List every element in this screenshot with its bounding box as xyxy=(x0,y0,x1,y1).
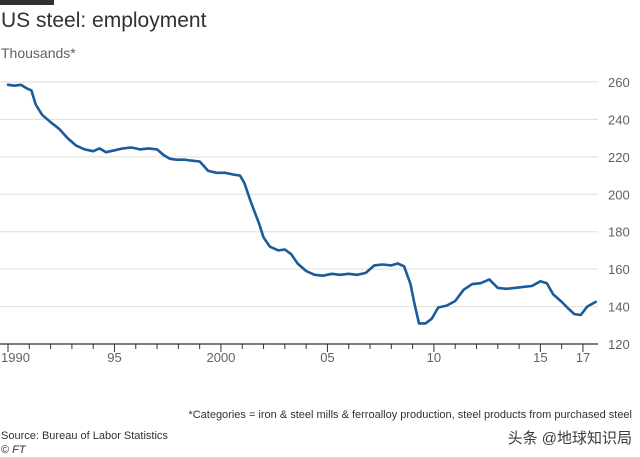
y-tick-label-220: 220 xyxy=(608,150,630,165)
watermark: 头条 @地球知识局 xyxy=(507,430,632,447)
x-tick-label-2000: 2000 xyxy=(206,350,235,365)
x-tick-label-1995: 95 xyxy=(107,350,121,365)
y-tick-label-240: 240 xyxy=(608,112,630,127)
copyright-credit: © FT xyxy=(1,444,26,456)
y-tick-label-160: 160 xyxy=(608,262,630,277)
y-tick-label-200: 200 xyxy=(608,187,630,202)
y-tick-label-140: 140 xyxy=(608,300,630,315)
employment-line-chart: 1990 95 2000 05 10 15 17 120 140 160 180 200 220 240… xyxy=(0,75,630,365)
x-tick-label-2005: 05 xyxy=(320,350,334,365)
ft-brand: FT xyxy=(12,444,26,456)
y-tick-label-260: 260 xyxy=(608,75,630,90)
copyright-symbol: © xyxy=(1,444,10,456)
header-rule xyxy=(0,0,54,5)
y-tick-label-120: 120 xyxy=(608,337,630,352)
x-axis: 1990 95 2000 05 10 15 17 xyxy=(0,343,598,365)
y-tick-label-180: 180 xyxy=(608,225,630,240)
chart-title: US steel: employment xyxy=(1,9,207,32)
y-axis-unit-label: Thousands* xyxy=(1,45,76,61)
x-tick-label-2017: 17 xyxy=(576,350,590,365)
footnote: *Categories = iron & steel mills & ferro… xyxy=(188,409,632,421)
x-tick-label-2015: 15 xyxy=(533,350,547,365)
gridlines xyxy=(0,81,598,308)
x-tick-label-1990: 1990 xyxy=(1,350,30,365)
y-axis-tick-labels: 120 140 160 180 200 220 240 260 xyxy=(608,75,630,352)
series-layer xyxy=(6,83,598,325)
x-tick-label-2010: 10 xyxy=(427,350,441,365)
series-line-employment xyxy=(6,83,598,325)
source-note: Source: Bureau of Labor Statistics xyxy=(1,430,168,442)
